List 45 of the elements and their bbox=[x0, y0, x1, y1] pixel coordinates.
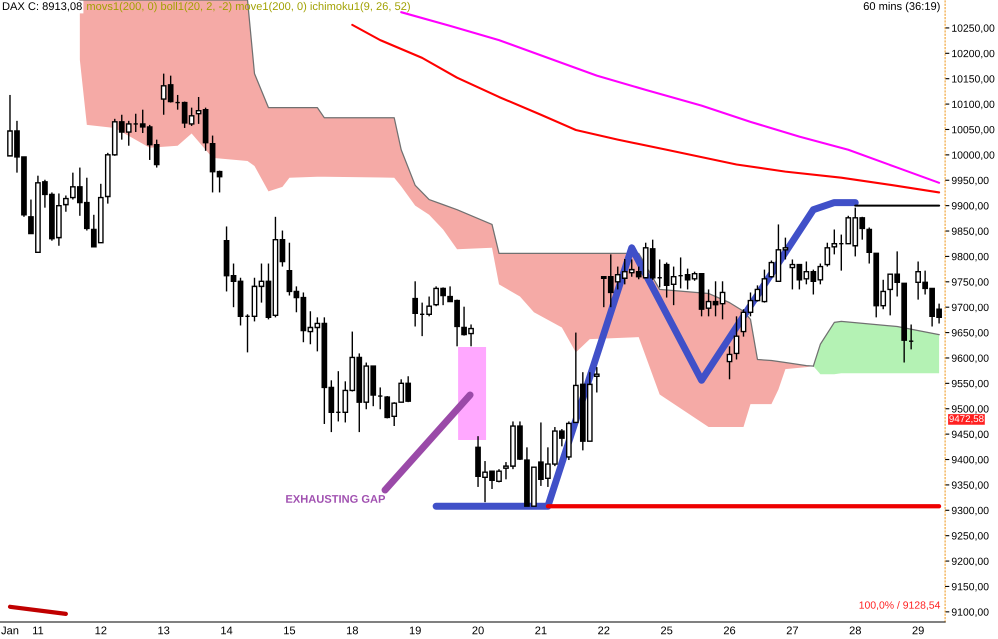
y-tick-label: 10150,00 bbox=[952, 75, 994, 84]
y-tick-label: 10100,00 bbox=[952, 100, 994, 110]
x-tick-label: 15 bbox=[284, 626, 296, 634]
x-tick-label: 19 bbox=[410, 626, 421, 634]
y-tick-label: 9750,00 bbox=[952, 278, 989, 287]
x-tick-label: 14 bbox=[221, 626, 232, 634]
y-tick-label: 10250,00 bbox=[952, 24, 994, 34]
x-tick-label: 27 bbox=[786, 626, 798, 634]
y-tick-label: 9300,00 bbox=[952, 506, 989, 516]
x-tick-label: 28 bbox=[850, 626, 861, 634]
x-tick-label: 18 bbox=[346, 626, 358, 634]
y-tick-label: 9100,00 bbox=[952, 608, 989, 617]
y-tick-label: 9900,00 bbox=[952, 202, 989, 211]
y-tick-label: 10200,00 bbox=[952, 50, 994, 58]
x-tick-label: 12 bbox=[95, 626, 106, 634]
y-tick-label: 9950,00 bbox=[952, 176, 989, 186]
annotation: EXHAUSTING GAP bbox=[286, 495, 386, 503]
y-tick-label: 9200,00 bbox=[952, 558, 989, 566]
y-tick-label: 9700,00 bbox=[952, 304, 989, 312]
annotation: 60 mins (36:19) bbox=[864, 2, 940, 12]
y-tick-label: 9250,00 bbox=[952, 532, 989, 541]
y-tick-label: 9500,00 bbox=[952, 405, 989, 414]
x-tick-label: 25 bbox=[661, 626, 672, 634]
x-tick-label: 22 bbox=[598, 626, 610, 634]
y-tick-label: 10000,00 bbox=[952, 151, 994, 160]
x-tick-label: 20 bbox=[472, 626, 484, 634]
x-tick-label: 26 bbox=[724, 626, 736, 634]
x-tick-label: Jan bbox=[1, 626, 18, 634]
y-tick-label: 9550,00 bbox=[952, 380, 989, 388]
text: 9472,58 bbox=[949, 415, 984, 424]
annotation: 100,0% / 9128,54 bbox=[860, 601, 940, 610]
y-tick-label: 9400,00 bbox=[952, 456, 989, 465]
x-tick-label: 13 bbox=[158, 626, 170, 634]
y-tick-label: 9450,00 bbox=[952, 430, 989, 440]
x-tick-label: 21 bbox=[535, 626, 547, 634]
y-tick-label: 9150,00 bbox=[952, 582, 989, 592]
y-tick-label: 9850,00 bbox=[952, 228, 989, 236]
y-tick-label: 10050,00 bbox=[952, 126, 994, 135]
chart-title: DAX C: 8913,08 bbox=[2, 2, 82, 12]
x-tick-label: 11 bbox=[33, 626, 44, 634]
y-tick-label: 9600,00 bbox=[952, 354, 989, 364]
x-tick-label: 29 bbox=[912, 626, 924, 634]
y-tick-label: 9350,00 bbox=[952, 481, 989, 490]
y-tick-label: 9800,00 bbox=[952, 252, 989, 262]
y-tick-label: 9650,00 bbox=[952, 329, 989, 338]
